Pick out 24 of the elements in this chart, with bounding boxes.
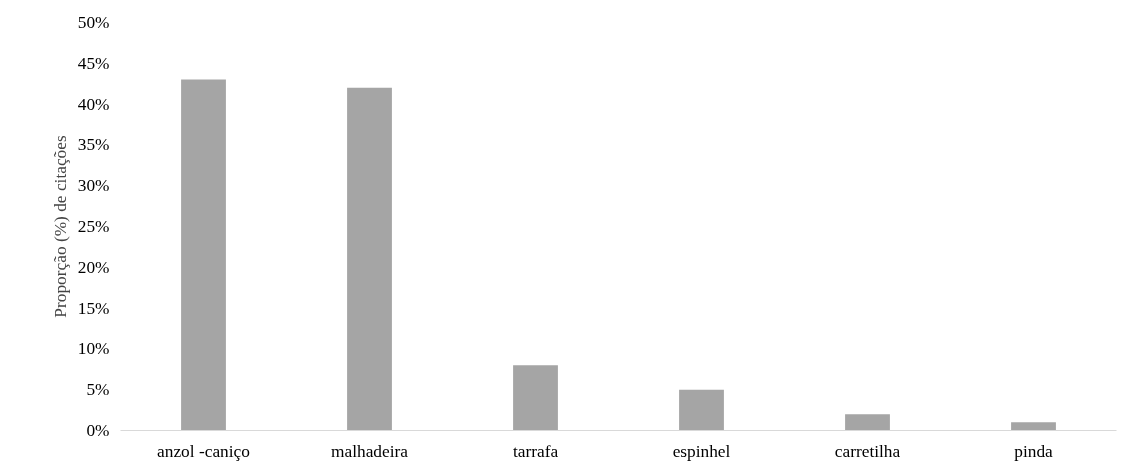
bar [181, 79, 226, 431]
y-tick-label: 5% [86, 380, 110, 400]
bar [1011, 422, 1056, 431]
x-tick-label: tarrafa [512, 441, 559, 461]
bar [845, 414, 890, 431]
x-tick-label: carretilha [834, 441, 901, 461]
y-tick-label: 10% [77, 339, 110, 359]
y-tick-label: 30% [77, 176, 110, 196]
y-tick-label: 35% [77, 135, 110, 155]
y-tick-label: 40% [77, 94, 110, 114]
x-tick-label: malhadeira [331, 441, 409, 461]
y-tick-label: 45% [77, 53, 110, 73]
bar [679, 389, 724, 431]
y-tick-label: 15% [77, 298, 110, 318]
y-tick-label: 50% [77, 13, 110, 32]
x-tick-label: espinhel [672, 441, 731, 461]
y-tick-label: 25% [77, 217, 110, 236]
y-tick-label: 0% [86, 421, 110, 440]
bar [513, 365, 558, 431]
x-tick-label: pinda [1014, 441, 1054, 461]
y-tick-label: 20% [77, 257, 110, 277]
y-axis-title: Proporção (%) de citações [50, 135, 70, 318]
bar [347, 87, 392, 431]
x-tick-label: anzol -caniço [157, 441, 250, 461]
